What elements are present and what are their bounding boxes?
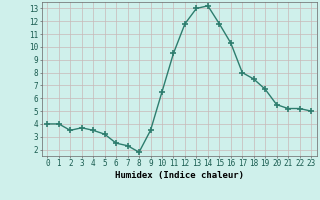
X-axis label: Humidex (Indice chaleur): Humidex (Indice chaleur): [115, 171, 244, 180]
